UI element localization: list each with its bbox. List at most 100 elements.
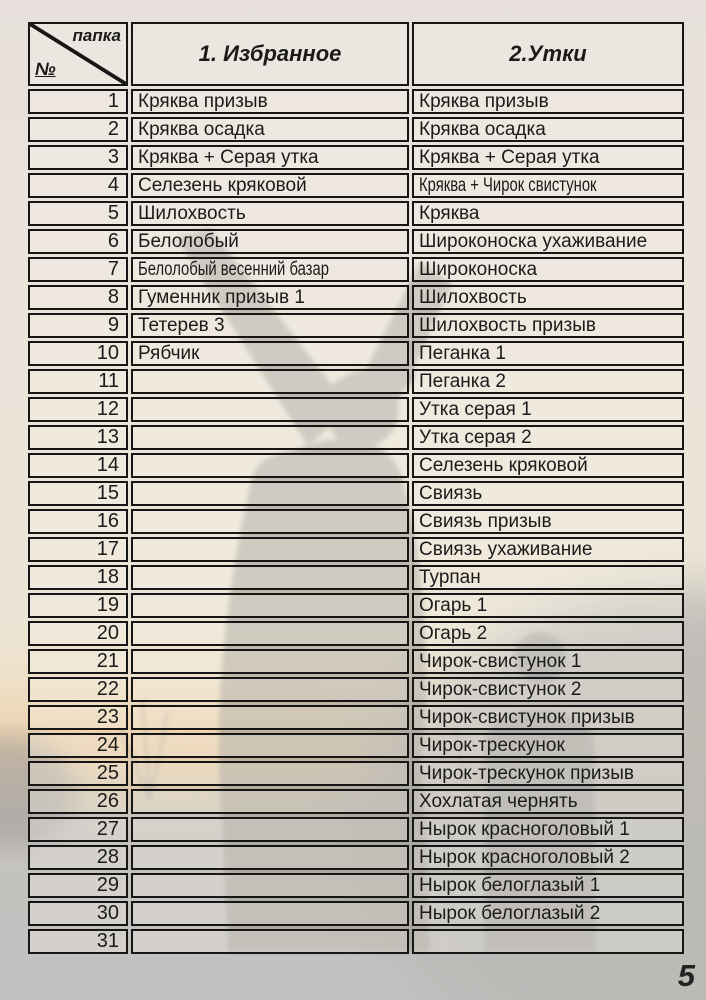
ducks-cell: Свиязь ухаживание [412,537,684,562]
ducks-cell: Кряква + Чирок свистунок [412,173,684,198]
favorites-cell [131,537,409,562]
favorites-cell: Кряква + Серая утка [131,145,409,170]
row-number-cell: 7 [28,257,128,282]
favorites-cell [131,929,409,954]
row-number-cell: 22 [28,677,128,702]
column-header-ducks: 2.Утки [412,22,684,86]
row-number-cell: 27 [28,817,128,842]
favorites-cell: Белолобый [131,229,409,254]
favorites-cell [131,789,409,814]
number-axis-label: № [35,59,56,79]
row-number-cell: 8 [28,285,128,310]
ducks-cell: Кряква призыв [412,89,684,114]
row-number-cell: 28 [28,845,128,870]
diagonal-divider [30,24,126,84]
ducks-cell: Пеганка 1 [412,341,684,366]
ducks-cell: Селезень кряковой [412,453,684,478]
ducks-cell: Огарь 2 [412,621,684,646]
page-number: 5 [677,958,695,993]
favorites-cell [131,677,409,702]
ducks-cell: Широконоска [412,257,684,282]
ducks-cell: Пеганка 2 [412,369,684,394]
favorites-cell: Белолобый весенний базар [131,257,409,282]
row-number-cell: 1 [28,89,128,114]
ducks-cell: Чирок-свистунок призыв [412,705,684,730]
ducks-cell: Чирок-свистунок 2 [412,677,684,702]
favorites-cell: Тетерев 3 [131,313,409,338]
row-number-cell: 6 [28,229,128,254]
ducks-cell: Утка серая 1 [412,397,684,422]
ducks-cell: Турпан [412,565,684,590]
favorites-cell [131,901,409,926]
favorites-cell [131,761,409,786]
row-number-cell: 16 [28,509,128,534]
ducks-cell: Огарь 1 [412,593,684,618]
ducks-cell: Шилохвость [412,285,684,310]
row-number-cell: 10 [28,341,128,366]
favorites-cell: Селезень кряковой [131,173,409,198]
row-number-cell: 30 [28,901,128,926]
row-number-cell: 18 [28,565,128,590]
ducks-cell: Свиязь [412,481,684,506]
row-number-cell: 14 [28,453,128,478]
row-number-cell: 17 [28,537,128,562]
favorites-cell: Кряква осадка [131,117,409,142]
row-number-cell: 15 [28,481,128,506]
row-number-cell: 9 [28,313,128,338]
row-number-cell: 19 [28,593,128,618]
ducks-cell: Утка серая 2 [412,425,684,450]
ducks-cell: Чирок-трескунок призыв [412,761,684,786]
favorites-cell: Рябчик [131,341,409,366]
row-number-cell: 13 [28,425,128,450]
row-number-cell: 23 [28,705,128,730]
favorites-cell [131,565,409,590]
favorites-cell [131,845,409,870]
favorites-cell: Кряква призыв [131,89,409,114]
row-number-cell: 5 [28,201,128,226]
ducks-cell: Нырок красноголовый 2 [412,845,684,870]
grass-silhouette [118,699,522,813]
favorites-cell [131,397,409,422]
ducks-cell: Чирок-свистунок 1 [412,649,684,674]
row-number-cell: 25 [28,761,128,786]
favorites-cell [131,369,409,394]
corner-header-cell: папка № [28,22,128,86]
row-number-cell: 29 [28,873,128,898]
row-number-cell: 11 [28,369,128,394]
row-number-cell: 4 [28,173,128,198]
ducks-cell: Хохлатая чернять [412,789,684,814]
ducks-cell: Кряква осадка [412,117,684,142]
dog-silhouette [0,736,76,848]
ducks-cell: Шилохвость призыв [412,313,684,338]
folder-axis-label: папка [72,26,121,45]
ducks-cell: Чирок-трескунок [412,733,684,758]
ducks-cell: Кряква [412,201,684,226]
row-number-cell: 24 [28,733,128,758]
ducks-cell: Нырок белоглазый 1 [412,873,684,898]
row-number-cell: 26 [28,789,128,814]
ducks-cell: Нырок красноголовый 1 [412,817,684,842]
favorites-cell [131,621,409,646]
row-number-cell: 21 [28,649,128,674]
favorites-cell [131,425,409,450]
favorites-cell [131,649,409,674]
favorites-cell [131,481,409,506]
favorites-cell [131,593,409,618]
row-number-cell: 3 [28,145,128,170]
ducks-cell [412,929,684,954]
favorites-cell [131,705,409,730]
favorites-cell: Шилохвость [131,201,409,226]
row-number-cell: 12 [28,397,128,422]
ducks-cell: Широконоска ухаживание [412,229,684,254]
favorites-cell [131,733,409,758]
row-number-cell: 31 [28,929,128,954]
ducks-cell: Нырок белоглазый 2 [412,901,684,926]
favorites-cell: Гуменник призыв 1 [131,285,409,310]
ducks-cell: Кряква + Серая утка [412,145,684,170]
sound-folders-table: папка № 1. Избранное 2.Утки 1 Кряква приз… [28,22,684,954]
favorites-cell [131,453,409,478]
column-header-favorites: 1. Избранное [131,22,409,86]
ducks-cell: Свиязь призыв [412,509,684,534]
favorites-cell [131,509,409,534]
